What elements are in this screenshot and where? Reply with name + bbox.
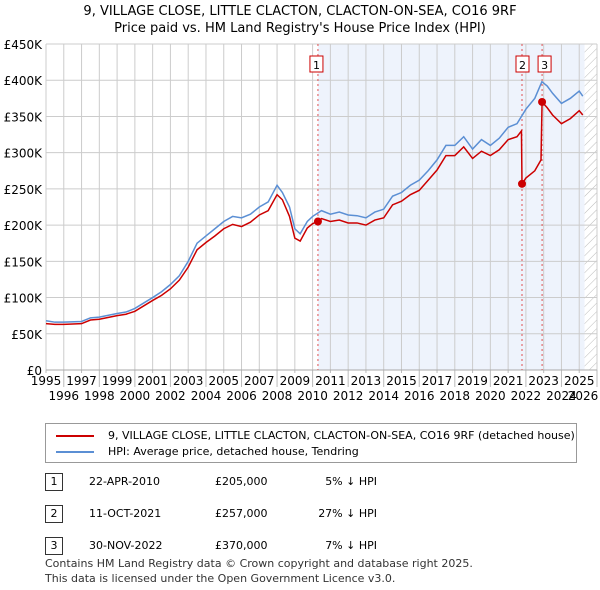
- y-tick-label: £50K: [11, 328, 43, 342]
- blue-line-swatch: [56, 450, 94, 453]
- x-tick-label: 2023: [528, 374, 559, 388]
- x-tick-label: 2002: [155, 389, 186, 403]
- transaction-hpi-diff: 5% ↓ HPI: [325, 475, 377, 488]
- x-tick-label: 1995: [31, 374, 62, 388]
- x-tick-label: 2012: [333, 389, 364, 403]
- transaction-date: 11-OCT-2021: [89, 507, 162, 520]
- x-tick-label: 2000: [120, 389, 151, 403]
- transaction-date: 30-NOV-2022: [89, 539, 163, 552]
- x-tick-label: 2007: [244, 374, 275, 388]
- x-tick-label: 2011: [315, 374, 346, 388]
- transaction-date: 22-APR-2010: [89, 475, 161, 488]
- transaction-marker: 2: [45, 505, 63, 523]
- x-tick-label: 2010: [297, 389, 328, 403]
- y-tick-label: £250K: [4, 183, 44, 197]
- chart-title: 9, VILLAGE CLOSE, LITTLE CLACTON, CLACTO…: [83, 4, 517, 19]
- x-tick-label: 2006: [226, 389, 257, 403]
- sale-marker-label: 2: [519, 59, 526, 72]
- y-tick-label: £200K: [4, 219, 44, 233]
- sale-marker-box: [537, 55, 552, 73]
- x-tick-label: 1997: [66, 374, 97, 388]
- x-tick-label: 2026: [568, 389, 599, 403]
- transaction-marker: 3: [45, 537, 63, 555]
- x-tick-label: 2004: [191, 389, 222, 403]
- transaction-hpi-diff: 7% ↓ HPI: [325, 539, 377, 552]
- legend: 9, VILLAGE CLOSE, LITTLE CLACTON, CLACTO…: [45, 423, 577, 463]
- legend-item-property: 9, VILLAGE CLOSE, LITTLE CLACTON, CLACTO…: [56, 429, 575, 442]
- x-tick-label: 2020: [475, 389, 506, 403]
- x-tick-label: 2001: [137, 374, 168, 388]
- y-tick-label: £150K: [4, 255, 44, 269]
- x-tick-label: 2024: [546, 389, 577, 403]
- red-line-swatch: [56, 434, 94, 437]
- x-tick-label: 1998: [84, 389, 115, 403]
- y-tick-label: £0: [27, 364, 42, 378]
- property-price-line: [45, 80, 584, 323]
- y-tick-label: £450K: [4, 38, 44, 52]
- x-tick-label: 2003: [173, 374, 204, 388]
- legend-item-hpi: HPI: Average price, detached house, Tend…: [56, 445, 359, 458]
- transaction-hpi-diff: 27% ↓ HPI: [318, 507, 377, 520]
- x-tick-label: 2005: [208, 374, 239, 388]
- transaction-price: £370,000: [215, 539, 268, 552]
- y-tick-label: £100K: [4, 292, 44, 306]
- sale-marker-box: [515, 55, 530, 73]
- sale-point: [517, 179, 526, 188]
- x-tick-label: 2016: [404, 389, 435, 403]
- legend-label: HPI: Average price, detached house, Tend…: [108, 445, 359, 458]
- y-tick-label: £300K: [4, 147, 44, 161]
- hpi-line: [45, 100, 584, 326]
- x-tick-label: 2009: [280, 374, 311, 388]
- transaction-marker: 1: [45, 473, 63, 491]
- transaction-price: £205,000: [215, 475, 268, 488]
- x-tick-label: 2021: [493, 374, 524, 388]
- sale-marker-box: [309, 55, 324, 73]
- x-tick-label: 2019: [457, 374, 488, 388]
- chart-subtitle: Price paid vs. HM Land Registry's House …: [114, 21, 486, 36]
- x-tick-label: 2015: [386, 374, 417, 388]
- footer-line-2: This data is licensed under the Open Gov…: [45, 572, 396, 585]
- sale-marker-label: 3: [541, 59, 548, 72]
- sale-marker-label: 1: [313, 59, 320, 72]
- transaction-price: £257,000: [215, 507, 268, 520]
- price-chart: £0 £50K £100K £150K £200K £250K £300K £350K £400…: [4, 38, 599, 403]
- x-tick-label: 2013: [351, 374, 382, 388]
- shaded-region: [317, 44, 585, 370]
- y-tick-label: £350K: [4, 110, 44, 124]
- sale-point: [538, 97, 547, 106]
- legend-label: 9, VILLAGE CLOSE, LITTLE CLACTON, CLACTO…: [108, 429, 575, 442]
- x-tick-label: 2008: [262, 389, 293, 403]
- x-tick-label: 1999: [102, 374, 133, 388]
- x-tick-label: 2022: [511, 389, 542, 403]
- x-tick-label: 2017: [422, 374, 453, 388]
- sale-point: [313, 217, 322, 226]
- x-tick-label: 2025: [564, 374, 595, 388]
- x-tick-label: 2018: [440, 389, 471, 403]
- x-tick-label: 2014: [368, 389, 399, 403]
- x-tick-label: 1996: [49, 389, 80, 403]
- y-tick-label: £400K: [4, 74, 44, 88]
- hatched-region: [584, 44, 597, 370]
- footer-line-1: Contains HM Land Registry data © Crown c…: [45, 557, 473, 570]
